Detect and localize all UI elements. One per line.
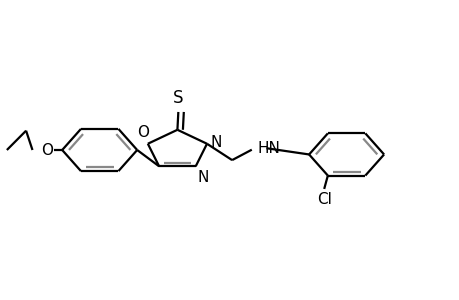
Text: O: O [137,125,149,140]
Text: HN: HN [257,141,280,156]
Text: S: S [173,88,183,106]
Text: Cl: Cl [316,192,331,207]
Text: O: O [41,142,53,158]
Text: N: N [210,135,222,150]
Text: N: N [197,170,209,185]
